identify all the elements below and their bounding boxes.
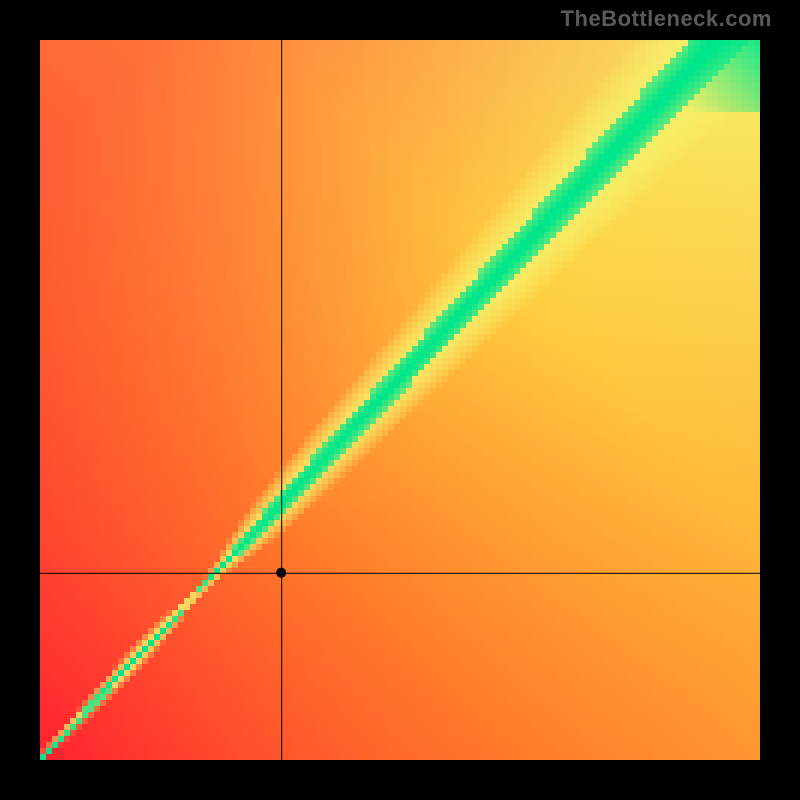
chart-frame: TheBottleneck.com xyxy=(0,0,800,800)
heatmap-canvas xyxy=(40,40,760,760)
watermark-text: TheBottleneck.com xyxy=(561,6,772,32)
heatmap-plot xyxy=(40,40,760,760)
